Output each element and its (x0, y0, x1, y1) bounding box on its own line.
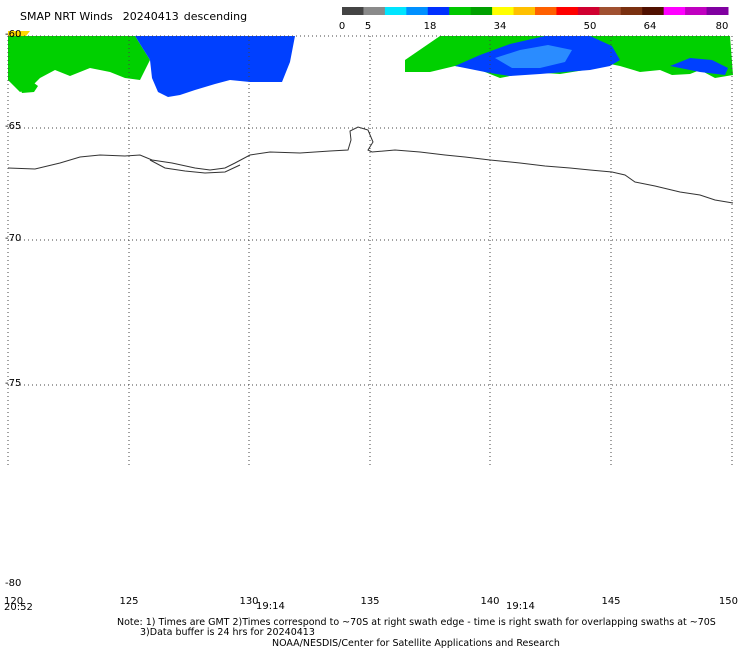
colorbar-swatch (384, 7, 407, 15)
latitude-label: -80 (5, 578, 21, 589)
lat-lon-grid (7, 35, 733, 465)
wind-swath-left (8, 31, 295, 97)
coastline-inner (149, 159, 241, 174)
colorbar-swatch (427, 7, 450, 15)
colorbar-tick-label: 5 (365, 21, 371, 32)
colorbar-swatch (642, 7, 665, 15)
colorbar-swatch (685, 7, 708, 15)
swath-right-blue-tip (670, 58, 728, 75)
longitude-label: 150 (719, 596, 738, 607)
wind-swath-right (405, 36, 733, 78)
colorbar-swatch (706, 7, 729, 15)
colorbar-swatch (513, 7, 536, 15)
antarctic-coastline (7, 126, 734, 204)
colorbar-swatch (620, 7, 643, 15)
colorbar-tick-label: 80 (716, 21, 729, 32)
longitude-label: 130 (239, 596, 258, 607)
longitude-labels: 120 125 130 135 140 145 150 (4, 596, 738, 607)
figure-title: SMAP NRT Winds 20240413 descending (20, 10, 247, 23)
colorbar-swatch (556, 7, 579, 15)
wind-speed-colorbar: 0 5 18 34 50 64 80 (339, 7, 729, 32)
longitude-label: 120 (4, 596, 23, 607)
note-line-1: Note: 1) Times are GMT 2)Times correspon… (117, 617, 716, 628)
colorbar-tick-label: 64 (644, 21, 657, 32)
latitude-labels: -60 -65 -70 -75 -80 (5, 29, 21, 589)
swath-right-light-blue (495, 45, 572, 68)
colorbar-tick-label: 50 (584, 21, 597, 32)
latitude-label: -65 (5, 121, 21, 132)
latitude-label: -70 (5, 233, 21, 244)
swath-left-blue (135, 36, 295, 97)
swath-time-1: 20:52 (4, 602, 33, 613)
colorbar-swatch (663, 7, 686, 15)
swath-time-2: 19:14 (256, 601, 285, 612)
colorbar-swatch (363, 7, 386, 15)
colorbar-swatch (577, 7, 600, 15)
colorbar-swatch (492, 7, 515, 15)
longitude-label: 135 (360, 596, 379, 607)
colorbar-swatch (342, 7, 364, 15)
note-line-3: NOAA/NESDIS/Center for Satellite Applica… (272, 638, 560, 649)
colorbar-swatch (535, 7, 557, 15)
longitude-label: 125 (119, 596, 138, 607)
swath-left-green-islet (18, 80, 38, 93)
longitude-label: 140 (480, 596, 499, 607)
longitude-label: 145 (601, 596, 620, 607)
swath-left-yellow (8, 31, 30, 36)
colorbar-tick-label: 34 (494, 21, 507, 32)
swath-time-3: 19:14 (506, 601, 535, 612)
colorbar-swatch (406, 7, 429, 15)
colorbar-swatch (449, 7, 472, 15)
latitude-label: -75 (5, 378, 21, 389)
note-line-2: 3)Data buffer is 24 hrs for 20240413 (140, 627, 315, 638)
colorbar-tick-label: 18 (424, 21, 437, 32)
latitude-label: -60 (5, 29, 21, 40)
colorbar-tick-label: 0 (339, 21, 345, 32)
colorbar-swatch (470, 7, 493, 15)
colorbar-swatch (599, 7, 622, 15)
swath-left-green (8, 36, 150, 92)
